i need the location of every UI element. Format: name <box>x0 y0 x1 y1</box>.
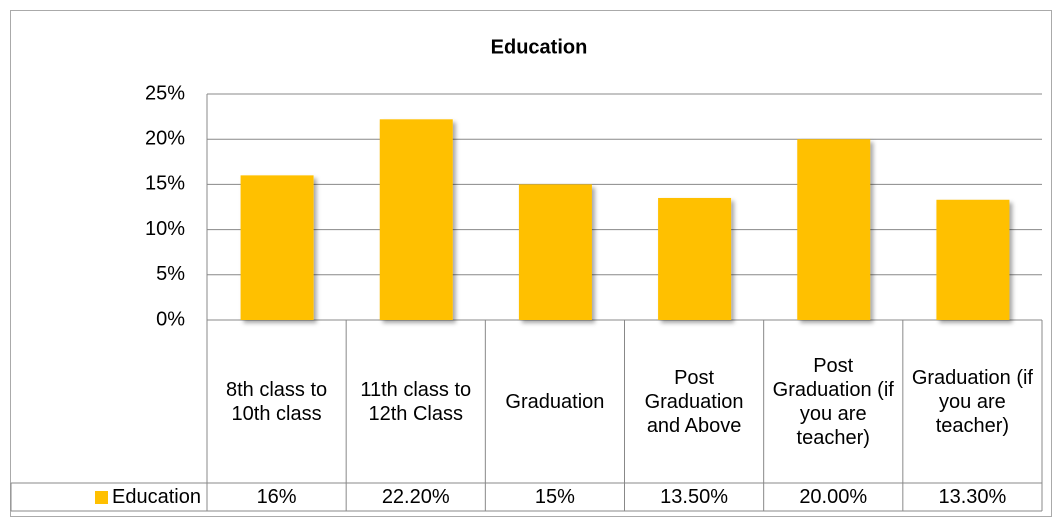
chart-title: Education <box>491 36 588 58</box>
legend-entry-text: Education <box>112 486 201 508</box>
x-tick-label: Post Graduation and Above <box>625 320 764 483</box>
x-tick-label: Graduation <box>485 320 624 483</box>
x-tick-label-text: Graduation <box>505 390 605 413</box>
y-tick-label: 20% <box>145 127 185 149</box>
bar <box>379 119 453 320</box>
data-table-value: 22.20% <box>346 483 485 511</box>
y-tick-label: 15% <box>145 173 185 195</box>
y-tick-label: 0% <box>156 308 185 330</box>
data-table-value-text: 20.00% <box>799 486 868 508</box>
x-tick-label-text: 11th class to 12th Class <box>360 378 472 425</box>
data-table-value: 16% <box>207 483 346 511</box>
bar <box>240 175 314 320</box>
data-table-value: 15% <box>485 483 624 511</box>
bar <box>797 139 871 320</box>
data-table-value-text: 13.30% <box>938 486 1007 508</box>
x-tick-label-text: Graduation (if you are teacher) <box>911 366 1033 437</box>
x-tick-label: 11th class to 12th Class <box>346 320 485 483</box>
data-table-value-text: 16% <box>256 486 297 508</box>
x-tick-label: Post Graduation (if you are teacher) <box>764 320 903 483</box>
bar <box>518 184 592 320</box>
bar <box>658 197 732 320</box>
x-tick-label: 8th class to 10th class <box>207 320 346 483</box>
data-table-value-text: 22.20% <box>381 486 450 508</box>
x-tick-label-text: 8th class to 10th class <box>225 378 328 425</box>
y-tick-label: 10% <box>145 218 185 240</box>
data-table-value-text: 13.50% <box>660 486 728 508</box>
data-table-value-text: 15% <box>534 486 575 508</box>
data-table-value: 13.30% <box>903 483 1042 511</box>
y-tick-label: 5% <box>156 263 185 285</box>
legend-entry: Education <box>11 483 207 511</box>
x-tick-label-text: Post Graduation (if you are teacher) <box>772 354 894 449</box>
bar <box>936 199 1010 320</box>
y-tick-label: 25% <box>145 82 185 104</box>
data-table-value: 20.00% <box>764 483 903 511</box>
legend-swatch <box>95 490 109 504</box>
x-tick-label: Graduation (if you are teacher) <box>903 320 1042 483</box>
data-table-value: 13.50% <box>625 483 764 511</box>
x-tick-label-text: Post Graduation and Above <box>644 366 744 437</box>
